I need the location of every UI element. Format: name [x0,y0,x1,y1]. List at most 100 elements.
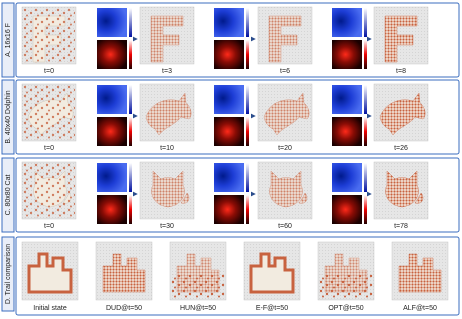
frame-label: t=3 [162,68,172,75]
shape-group [23,85,75,140]
shape-group [23,8,75,63]
row-label-band [1,236,15,312]
train-shape [102,253,146,293]
heatmap-red [97,40,127,69]
frame-label: t=26 [394,145,408,152]
scattered-agents [23,163,75,218]
colorbar [364,85,367,114]
row-frame [15,157,460,233]
formed-shape [263,92,310,136]
heatmap-blue [214,8,244,37]
heatmap-blue [97,8,127,37]
frame-label: t=8 [396,68,406,75]
shape-group [319,253,373,298]
formed-shape [150,15,184,63]
frame-label: t=78 [394,223,408,230]
formed-shape [385,170,424,208]
frame-label: t=0 [44,68,54,75]
heatmap-blue [214,85,244,114]
panel-label: E-F@t=50 [256,305,288,312]
frame-label: t=30 [160,223,174,230]
row-label: D. Trail comparison [5,244,12,304]
heatmap-red [97,195,127,224]
scattered-agents [319,274,373,298]
colorbar [364,40,367,69]
panel-label: DUD@t=50 [106,305,142,312]
frame-label: t=10 [160,145,174,152]
train-shape [249,252,295,294]
formed-shape [384,15,418,63]
formed-shape [269,170,308,208]
train-shape [398,253,442,293]
frame-label: t=0 [44,145,54,152]
heatmap-blue [214,163,244,192]
shape-group [23,163,75,218]
shape-group [27,252,73,294]
row-frame [15,79,460,155]
colorbar [129,40,132,69]
frame-label: t=0 [44,223,54,230]
row-label: A. 16x16 F [5,23,12,57]
heatmap-red [214,117,244,146]
colorbar [246,40,249,69]
heatmap-red [214,195,244,224]
panel-label: HUN@t=50 [180,305,216,312]
frame-label: t=60 [278,223,292,230]
shape-group [263,92,310,136]
panel-label: OPT@t=50 [328,305,363,312]
shape-group [145,92,192,136]
colorbar [129,85,132,114]
colorbar [364,163,367,192]
colorbar [364,117,367,146]
heatmap-blue [97,163,127,192]
row-label-band [1,79,15,155]
heatmap-red [214,40,244,69]
row-frame [15,2,460,78]
scattered-agents [23,8,75,63]
scattered-agents [23,85,75,140]
row-label-band [1,2,15,78]
heatmap-red [332,195,362,224]
row-label-band [1,157,15,233]
row-frame [15,236,460,316]
colorbar [246,163,249,192]
colorbar [246,195,249,224]
colorbar [246,8,249,37]
heatmap-red [332,117,362,146]
formed-shape [268,15,302,63]
shape-group [268,15,302,63]
colorbar [129,195,132,224]
scattered-agents [171,274,225,298]
formed-shape [151,170,190,208]
colorbar [246,85,249,114]
colorbar [129,163,132,192]
shape-group [398,253,442,293]
panel-label: ALF@t=50 [403,305,437,312]
heatmap-blue [332,163,362,192]
frame-label: t=20 [278,145,292,152]
colorbar [129,117,132,146]
shape-group [384,15,418,63]
shape-group [379,92,426,136]
shape-group [249,252,295,294]
heatmap-blue [332,8,362,37]
heatmap-red [97,117,127,146]
shape-group [269,170,308,208]
colorbar [129,8,132,37]
colorbar [246,117,249,146]
row-label: B. 40x40 Dolphin [5,90,12,143]
frame-label: t=6 [280,68,290,75]
heatmap-red [332,40,362,69]
shape-group [151,170,190,208]
formed-shape [145,92,192,136]
row-label: C. 80x80 Cat [5,175,12,216]
train-shape [27,252,73,294]
panel-label: Initial state [33,305,67,312]
shape-group [171,253,225,298]
shape-group [102,253,146,293]
colorbar [364,195,367,224]
colorbar [364,8,367,37]
heatmap-blue [332,85,362,114]
shape-group [385,170,424,208]
